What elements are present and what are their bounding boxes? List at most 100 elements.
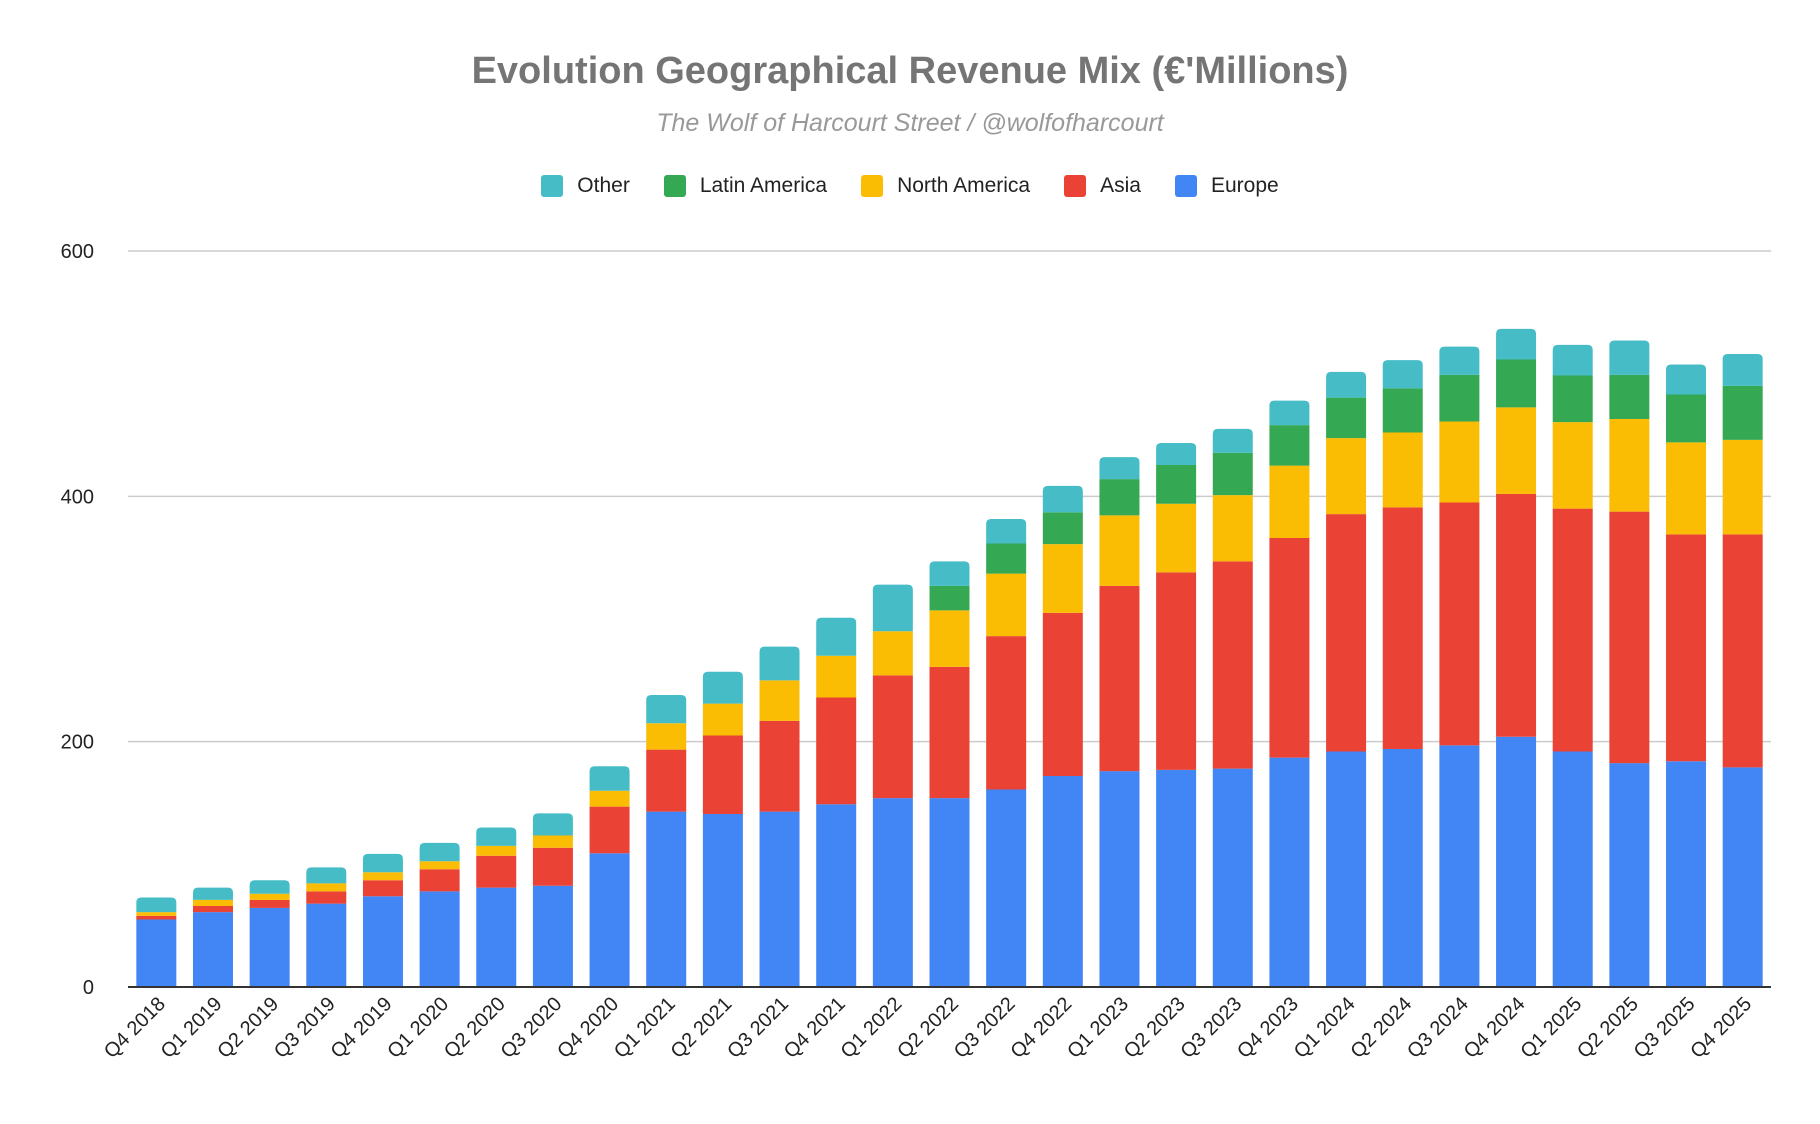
bar-north-america bbox=[1439, 421, 1480, 503]
x-tick-label: Q4 2021 bbox=[780, 993, 850, 1063]
bar-stack bbox=[249, 880, 290, 987]
bar-stack bbox=[759, 646, 800, 987]
bar-latin-america bbox=[1552, 375, 1593, 423]
bar-asia bbox=[1382, 507, 1423, 750]
bar-europe bbox=[872, 798, 913, 987]
bar-north-america bbox=[1496, 407, 1537, 494]
bar-north-america bbox=[249, 893, 290, 900]
bar-other bbox=[1382, 360, 1423, 389]
x-tick-label: Q3 2023 bbox=[1176, 993, 1246, 1063]
chart-title: Evolution Geographical Revenue Mix (€'Mi… bbox=[471, 50, 1349, 92]
x-tick-label: Q2 2019 bbox=[213, 993, 283, 1063]
bar-asia bbox=[589, 806, 630, 854]
x-tick-label: Q4 2024 bbox=[1460, 993, 1530, 1063]
x-tick-label: Q1 2024 bbox=[1290, 993, 1360, 1063]
bar-europe bbox=[986, 789, 1027, 987]
bar-stack bbox=[1326, 371, 1367, 987]
bar-stack bbox=[476, 827, 517, 987]
bar-stack bbox=[1552, 344, 1593, 987]
x-tick-label: Q4 2023 bbox=[1233, 993, 1303, 1063]
bar-asia bbox=[1722, 534, 1763, 768]
bar-asia bbox=[986, 636, 1027, 790]
bar-europe bbox=[759, 811, 800, 987]
bar-other bbox=[192, 887, 233, 900]
bar-stack bbox=[1382, 360, 1423, 987]
bar-stack bbox=[1439, 346, 1480, 987]
legend-label: Asia bbox=[1100, 174, 1141, 197]
bar-north-america bbox=[362, 872, 403, 881]
bar-asia bbox=[249, 899, 290, 908]
bar-asia bbox=[1042, 612, 1083, 777]
bar-europe bbox=[1496, 736, 1537, 987]
legend-swatch bbox=[1174, 175, 1197, 197]
legend-item-latin-america: Latin America bbox=[663, 174, 827, 198]
bar-stack bbox=[1269, 400, 1310, 987]
bar-stack bbox=[702, 671, 743, 987]
bar-europe bbox=[1326, 751, 1367, 987]
legend-item-europe: Europe bbox=[1174, 174, 1279, 198]
legend-item-asia: Asia bbox=[1064, 174, 1141, 198]
bar-north-america bbox=[929, 610, 970, 667]
bar-asia bbox=[759, 720, 800, 812]
bar-north-america bbox=[702, 703, 743, 736]
bar-north-america bbox=[1609, 419, 1650, 512]
bar-asia bbox=[1439, 502, 1480, 746]
bar-latin-america bbox=[986, 543, 1027, 574]
bar-stack bbox=[1722, 354, 1763, 987]
bar-asia bbox=[1666, 534, 1707, 762]
bar-stack bbox=[589, 766, 630, 987]
bar-stack bbox=[136, 897, 177, 987]
x-tick-label: Q1 2022 bbox=[837, 993, 907, 1063]
bar-latin-america bbox=[1326, 397, 1367, 439]
bar-asia bbox=[1326, 514, 1367, 752]
bar-stack bbox=[1609, 340, 1650, 987]
bar-europe bbox=[1212, 768, 1253, 987]
bar-stack bbox=[362, 853, 403, 987]
bar-stack bbox=[1496, 328, 1537, 987]
bar-north-america bbox=[192, 899, 233, 907]
bar-europe bbox=[192, 912, 233, 987]
bar-other bbox=[1326, 371, 1367, 398]
bar-other bbox=[1099, 457, 1140, 480]
bar-latin-america bbox=[1269, 425, 1310, 466]
bar-stack bbox=[1042, 485, 1083, 987]
bar-north-america bbox=[1042, 544, 1083, 613]
bar-latin-america bbox=[1212, 452, 1253, 496]
bar-latin-america bbox=[1439, 374, 1480, 422]
bar-europe bbox=[702, 814, 743, 987]
x-tick-label: Q3 2020 bbox=[497, 993, 567, 1063]
bar-asia bbox=[816, 697, 857, 805]
bar-asia bbox=[1269, 538, 1310, 758]
bar-other bbox=[929, 561, 970, 586]
bar-other bbox=[419, 842, 460, 862]
bar-other bbox=[702, 671, 743, 704]
bar-other bbox=[589, 766, 630, 791]
x-tick-label: Q1 2023 bbox=[1063, 993, 1133, 1063]
bar-north-america bbox=[532, 835, 573, 848]
x-tick-label: Q1 2020 bbox=[383, 993, 453, 1063]
bar-stack bbox=[1099, 457, 1140, 987]
bar-europe bbox=[1269, 757, 1310, 987]
legend-label: Europe bbox=[1210, 174, 1279, 197]
bar-other bbox=[1156, 442, 1197, 466]
bar-north-america bbox=[1722, 439, 1763, 535]
bar-asia bbox=[872, 675, 913, 799]
x-tick-label: Q4 2018 bbox=[100, 993, 170, 1063]
x-tick-label: Q1 2021 bbox=[610, 993, 680, 1063]
bar-stack bbox=[419, 842, 460, 987]
bar-latin-america bbox=[1156, 465, 1197, 504]
bar-europe bbox=[1439, 745, 1480, 987]
bar-north-america bbox=[136, 912, 177, 916]
bar-asia bbox=[1212, 561, 1253, 769]
bar-europe bbox=[476, 887, 517, 987]
bar-europe bbox=[1666, 761, 1707, 987]
bar-other bbox=[1722, 354, 1763, 386]
bar-stack bbox=[1666, 364, 1707, 987]
bar-other bbox=[249, 880, 290, 894]
bar-stack bbox=[1212, 428, 1253, 987]
bar-other bbox=[872, 584, 913, 632]
bar-stack bbox=[986, 519, 1027, 987]
bar-other bbox=[1042, 485, 1083, 513]
x-tick-label: Q4 2025 bbox=[1686, 993, 1756, 1063]
